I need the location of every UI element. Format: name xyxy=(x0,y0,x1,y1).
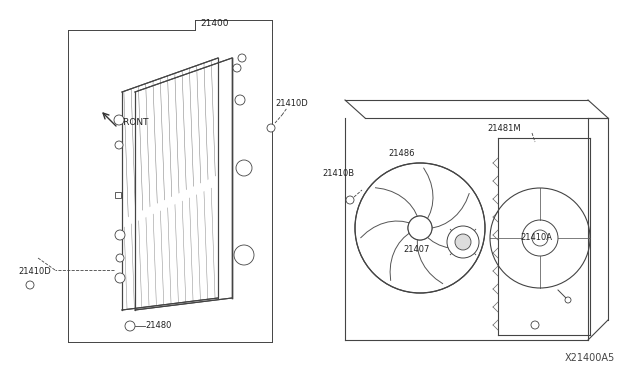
Text: FRONT: FRONT xyxy=(118,118,148,126)
Circle shape xyxy=(408,216,432,240)
Circle shape xyxy=(125,321,135,331)
Circle shape xyxy=(236,160,252,176)
Circle shape xyxy=(267,124,275,132)
Circle shape xyxy=(532,230,548,246)
Text: 21400: 21400 xyxy=(200,19,228,28)
Text: 21481M: 21481M xyxy=(487,124,520,132)
Text: 21410A: 21410A xyxy=(520,232,552,241)
Text: 21410D: 21410D xyxy=(275,99,308,108)
Circle shape xyxy=(115,273,125,283)
Circle shape xyxy=(531,321,539,329)
Circle shape xyxy=(115,230,125,240)
Circle shape xyxy=(408,216,432,240)
Circle shape xyxy=(346,196,354,204)
Circle shape xyxy=(447,226,479,258)
Text: 21480: 21480 xyxy=(145,321,172,330)
Circle shape xyxy=(235,95,245,105)
Text: 21410B: 21410B xyxy=(322,169,354,177)
Circle shape xyxy=(115,141,123,149)
Text: 21486: 21486 xyxy=(388,148,415,157)
Text: X21400A5: X21400A5 xyxy=(565,353,615,363)
Text: 21407: 21407 xyxy=(403,246,429,254)
Text: 21410D: 21410D xyxy=(18,267,51,276)
Circle shape xyxy=(238,54,246,62)
Circle shape xyxy=(233,64,241,72)
Circle shape xyxy=(565,297,571,303)
Circle shape xyxy=(114,115,124,125)
Circle shape xyxy=(455,234,471,250)
Circle shape xyxy=(116,254,124,262)
Bar xyxy=(115,192,121,198)
Circle shape xyxy=(234,245,254,265)
Circle shape xyxy=(26,281,34,289)
